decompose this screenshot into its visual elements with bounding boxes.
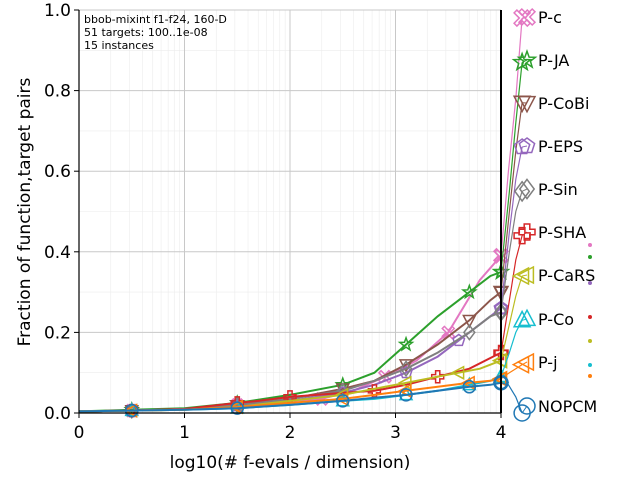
legend-label-P-JA: P-JA	[538, 51, 569, 70]
legend-connector	[521, 318, 528, 321]
marker	[399, 360, 413, 378]
y-axis-title: Fraction of function,target pairs	[15, 77, 35, 346]
series-P-JA	[78, 51, 533, 417]
legend-dot	[588, 255, 592, 259]
info-line-1: bbob-mixint f1-f24, 160-D	[84, 13, 227, 26]
marker	[517, 95, 537, 114]
legend-label-P-Sin: P-Sin	[538, 180, 578, 199]
marker	[516, 48, 538, 69]
marker	[463, 323, 476, 341]
legend-connector	[521, 145, 528, 148]
series-lines	[78, 8, 533, 422]
tick-labels: 0 1 2 3 4 0.0 0.2 0.4 0.6 0.8 1.0	[44, 1, 506, 443]
series-end-line	[500, 102, 523, 293]
legend-dot	[588, 281, 592, 285]
legend-dot	[588, 374, 592, 378]
marker	[518, 397, 536, 415]
legend: P-c P-JA P-CoBi P-EPS P-Sin P-SHA P-CaRS P-Co P-…	[516, 7, 597, 416]
marker	[513, 138, 531, 155]
legend-connector	[521, 188, 528, 192]
marker	[399, 388, 413, 402]
series-end-line	[500, 235, 523, 353]
marker	[513, 180, 531, 203]
marker	[516, 352, 535, 372]
x-tick-label: 4	[496, 423, 507, 443]
y-tick-label: 0.4	[44, 243, 71, 263]
series-end-line	[500, 18, 523, 256]
marker	[516, 265, 535, 285]
info-box: bbob-mixint f1-f24, 160-D 51 targets: 10…	[84, 13, 227, 52]
y-tick-label: 0.0	[44, 404, 71, 424]
series-P-EPS	[78, 138, 531, 417]
legend-label-P-c: P-c	[538, 8, 562, 27]
legend-label-P-EPS: P-EPS	[538, 137, 583, 156]
y-tick-label: 0.6	[44, 162, 71, 182]
marker	[336, 394, 350, 408]
marker	[397, 335, 415, 352]
marker	[511, 266, 530, 286]
marker	[462, 314, 477, 329]
marker	[441, 325, 456, 340]
marker	[462, 380, 477, 394]
legend-label-P-j: P-j	[538, 353, 558, 372]
marker	[230, 401, 244, 415]
marker	[460, 283, 478, 300]
series-P-Sin	[78, 180, 531, 420]
marker	[430, 369, 445, 384]
info-line-2: 51 targets: 100..1e-08	[84, 26, 208, 39]
marker	[452, 333, 466, 347]
marker	[125, 403, 139, 418]
marker	[517, 308, 537, 327]
series-line	[78, 381, 502, 413]
marker	[397, 375, 412, 391]
legend-label-P-SHA: P-SHA	[538, 223, 586, 242]
legend-connector	[522, 274, 528, 277]
legend-dot	[588, 315, 592, 319]
series-P-CaRS	[78, 266, 530, 418]
x-tick-label: 1	[179, 423, 190, 443]
info-line-3: 15 instances	[84, 39, 154, 52]
y-tick-label: 0.8	[44, 82, 71, 102]
y-tick-label: 1.0	[44, 1, 71, 21]
series-end-line	[500, 146, 523, 309]
x-tick-label: 2	[285, 423, 296, 443]
legend-label-P-CoBi: P-CoBi	[538, 94, 589, 113]
marker	[511, 355, 530, 374]
legend-dot	[588, 243, 592, 247]
marker	[518, 223, 536, 241]
marker	[518, 178, 536, 200]
series-end-line	[500, 191, 523, 313]
legend-label-P-Co: P-Co	[538, 310, 574, 329]
x-axis-title: log10(# f-evals / dimension)	[170, 453, 411, 473]
y-tick-label: 0.2	[44, 323, 71, 343]
legend-connector	[521, 405, 528, 414]
legend-label-P-CaRS: P-CaRS	[538, 266, 595, 285]
legend-label-NOPCM: NOPCM	[538, 397, 597, 416]
legend-dot	[588, 339, 592, 343]
marker	[450, 365, 465, 380]
series-end-line	[500, 62, 523, 273]
series-P-CoBi	[78, 95, 532, 419]
x-tick-label: 0	[74, 423, 85, 443]
x-tick-label: 3	[390, 423, 401, 443]
marker	[518, 137, 536, 154]
series-end-line	[500, 275, 523, 361]
marker	[517, 7, 537, 27]
legend-dot	[588, 363, 592, 367]
marker	[513, 226, 531, 245]
series-P-c	[78, 8, 532, 418]
